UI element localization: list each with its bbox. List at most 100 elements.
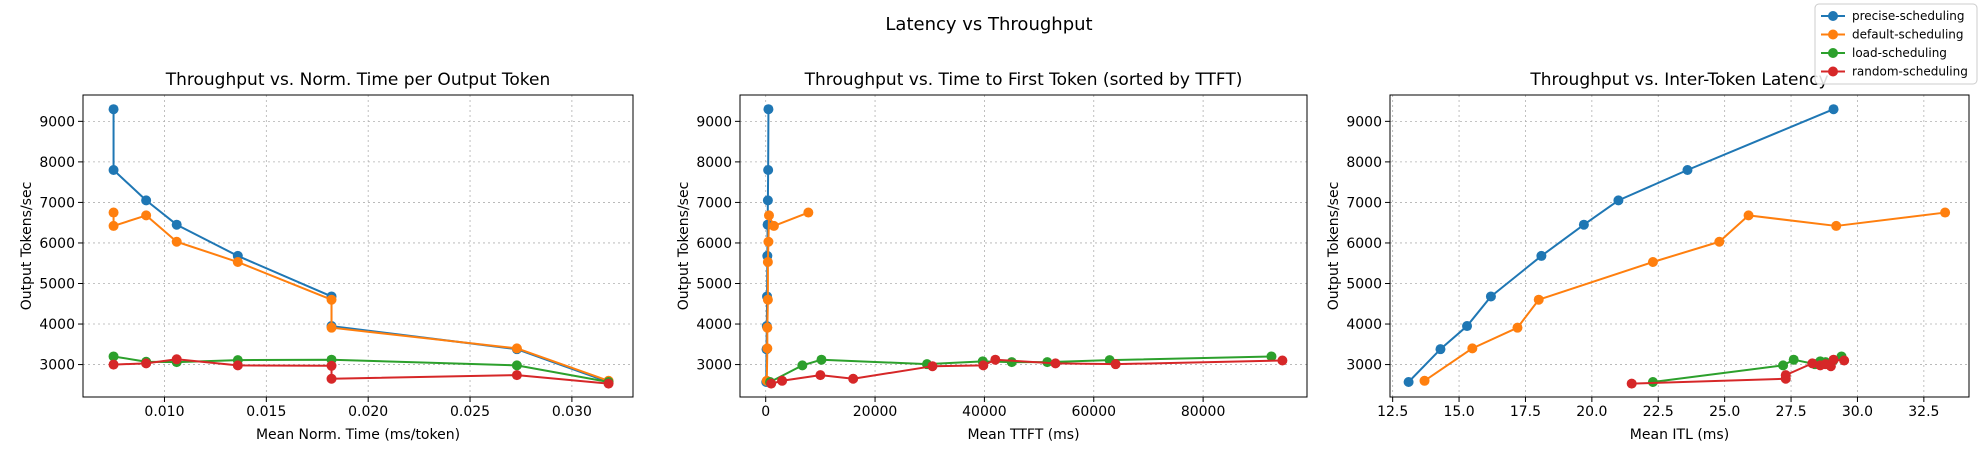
data-point-random-scheduling: [1110, 359, 1121, 370]
data-point-precise-scheduling: [1682, 164, 1693, 175]
series-line-default-scheduling: [1423, 211, 1946, 382]
y-tick-label: 8000: [696, 155, 732, 171]
chart-panel-1: 0.010 0.015 0.020 0.025 0.030 3000 4000 5000 600…: [19, 70, 634, 443]
x-tick-label: 27.5: [1775, 404, 1806, 420]
x-tick-label: 0.030: [552, 404, 592, 420]
data-point-default-scheduling: [1714, 236, 1725, 247]
data-point-precise-scheduling: [1536, 250, 1547, 261]
data-point-random-scheduling: [326, 360, 337, 371]
data-point-load-scheduling: [1006, 357, 1017, 368]
y-tick-label: 5000: [39, 276, 75, 292]
data-point-default-scheduling: [763, 210, 774, 221]
data-point-default-scheduling: [108, 207, 119, 218]
data-point-random-scheduling: [1839, 355, 1850, 366]
y-tick-label: 7000: [696, 195, 732, 211]
x-tick-label: 0.020: [348, 404, 388, 420]
data-point-default-scheduling: [803, 207, 814, 218]
data-point-load-scheduling: [1788, 354, 1799, 365]
x-tick-label: 20000: [853, 404, 898, 420]
figure-suptitle: Latency vs Throughput: [885, 14, 1092, 35]
data-point-precise-scheduling: [1403, 377, 1414, 388]
y-tick-label: 6000: [39, 236, 75, 252]
chart-title: Throughput vs. Inter-Token Latency: [1529, 70, 1828, 90]
data-point-random-scheduling: [1780, 370, 1791, 381]
x-tick-label: 15.0: [1443, 404, 1474, 420]
legend-entry-load-scheduling: load-scheduling: [1821, 46, 1947, 60]
y-tick-label: 3000: [696, 358, 732, 374]
chart-panel-2: 0 20000 40000 60000 80000 3000 4000 5000 6000 700…: [676, 70, 1308, 443]
data-point-random-scheduling: [927, 361, 938, 372]
legend-marker: [1828, 66, 1838, 77]
x-tick-label: 30.0: [1842, 404, 1873, 420]
data-point-load-scheduling: [511, 360, 522, 371]
x-axis-label: Mean ITL (ms): [1630, 427, 1729, 443]
x-tick-label: 12.5: [1377, 404, 1408, 420]
legend-marker: [1828, 48, 1838, 58]
series-line-random-scheduling: [113, 358, 609, 385]
data-point-default-scheduling: [1831, 220, 1842, 231]
series-line-default-scheduling: [112, 212, 609, 382]
data-point-precise-scheduling: [1578, 219, 1589, 230]
data-point-default-scheduling: [1467, 343, 1478, 354]
y-tick-label: 9000: [696, 114, 732, 130]
data-point-default-scheduling: [511, 343, 522, 354]
data-point-precise-scheduling: [763, 164, 774, 175]
data-point-random-scheduling: [141, 358, 152, 369]
data-point-default-scheduling: [1512, 322, 1523, 333]
data-point-random-scheduling: [108, 359, 119, 370]
series-random-scheduling: [108, 354, 614, 389]
series-default-scheduling: [761, 207, 814, 386]
legend-label: random-scheduling: [1852, 65, 1968, 79]
data-point-random-scheduling: [848, 373, 859, 384]
y-tick-label: 3000: [1346, 358, 1382, 374]
data-point-default-scheduling: [1940, 207, 1951, 218]
x-tick-label: 22.5: [1643, 404, 1674, 420]
data-point-random-scheduling: [1626, 378, 1637, 389]
data-point-default-scheduling: [326, 294, 337, 305]
y-tick-label: 4000: [1346, 317, 1382, 333]
legend-entry-precise-scheduling: precise-scheduling: [1821, 9, 1965, 23]
data-point-load-scheduling: [797, 360, 808, 371]
data-point-default-scheduling: [232, 257, 243, 268]
data-point-random-scheduling: [990, 354, 1001, 365]
plot-frame: [1389, 94, 1970, 398]
legend-marker: [1828, 29, 1838, 40]
x-tick-label: 25.0: [1709, 404, 1740, 420]
y-axis-label: Output Tokens/sec: [19, 182, 35, 311]
data-point-precise-scheduling: [1828, 104, 1839, 115]
data-point-precise-scheduling: [1485, 291, 1496, 302]
data-point-default-scheduling: [762, 343, 773, 354]
legend-label: precise-scheduling: [1852, 9, 1965, 23]
x-tick-label: 80000: [1181, 404, 1226, 420]
legend-marker: [1828, 11, 1838, 21]
data-point-random-scheduling: [1828, 354, 1839, 365]
x-tick-label: 60000: [1071, 404, 1116, 420]
data-point-default-scheduling: [108, 220, 119, 231]
data-point-random-scheduling: [603, 378, 614, 389]
data-point-default-scheduling: [1743, 210, 1754, 221]
data-point-load-scheduling: [1778, 360, 1789, 371]
data-point-random-scheduling: [978, 360, 989, 371]
data-point-default-scheduling: [1419, 375, 1430, 386]
figure-legend: precise-scheduling default-scheduling load…: [1814, 3, 1978, 85]
x-tick-label: 0.010: [144, 404, 184, 420]
x-tick-label: 32.5: [1908, 404, 1939, 420]
data-point-default-scheduling: [171, 236, 182, 247]
series-default-scheduling: [1419, 207, 1951, 386]
chart-title: Throughput vs. Norm. Time per Output Tok…: [165, 70, 551, 90]
data-point-random-scheduling: [511, 370, 522, 381]
series-precise-scheduling: [108, 104, 614, 388]
plot-frame: [82, 94, 634, 398]
y-tick-label: 6000: [1346, 236, 1382, 252]
y-tick-label: 7000: [1346, 195, 1382, 211]
data-point-precise-scheduling: [141, 195, 152, 206]
data-point-default-scheduling: [326, 322, 337, 333]
x-tick-label: 0: [761, 404, 770, 420]
series-precise-scheduling: [1403, 104, 1839, 388]
y-tick-label: 6000: [696, 236, 732, 252]
data-point-default-scheduling: [1647, 257, 1658, 268]
x-tick-label: 17.5: [1510, 404, 1541, 420]
data-point-random-scheduling: [1807, 358, 1818, 369]
series-load-scheduling: [765, 351, 1277, 388]
